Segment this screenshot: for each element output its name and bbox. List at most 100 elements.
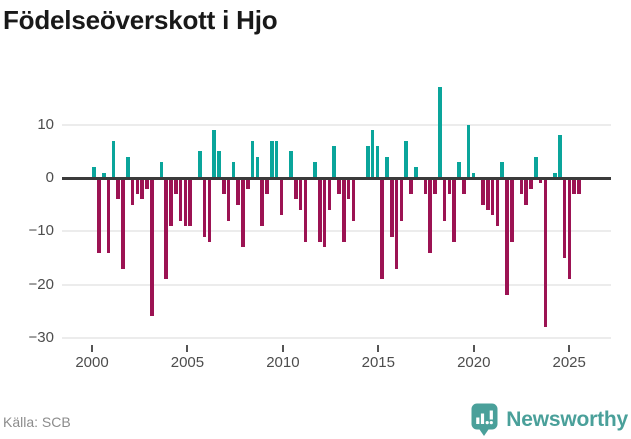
quarter-bar: [250, 140, 255, 178]
quarter-bar: [365, 146, 370, 178]
x-tick-label: 2015: [361, 354, 395, 371]
quarter-bar: [226, 178, 231, 221]
quarter-bar: [481, 178, 485, 205]
quarter-bar: [159, 162, 164, 178]
quarter-bar: [111, 140, 116, 178]
quarter-bar: [562, 178, 567, 258]
x-tick-label: 2025: [552, 354, 586, 371]
quarter-bar: [116, 178, 121, 200]
quarter-bar: [394, 178, 399, 269]
gridline: [62, 336, 611, 339]
quarter-bar: [279, 178, 284, 216]
quarter-bar: [207, 178, 212, 242]
quarter-bar: [572, 178, 577, 194]
quarter-bar: [485, 178, 490, 210]
x-tick-label: 2000: [75, 354, 109, 371]
quarter-bar: [241, 178, 245, 248]
quarter-bar: [337, 178, 341, 194]
quarter-bar: [317, 178, 322, 242]
quarter-bar: [245, 178, 250, 189]
quarter-bar: [428, 178, 433, 253]
gridline: [62, 230, 611, 233]
newsworthy-bubble-chart-icon: [471, 403, 498, 437]
quarter-bar: [461, 178, 466, 194]
quarter-bar: [178, 178, 183, 221]
x-tick-mark: [186, 345, 189, 352]
quarter-bar: [447, 178, 452, 194]
quarter-bar: [197, 151, 202, 178]
y-tick-label: 0: [45, 169, 54, 186]
quarter-bar: [92, 167, 97, 178]
quarter-bar: [341, 178, 346, 242]
quarter-bar: [471, 172, 476, 178]
quarter-bar: [404, 140, 409, 178]
quarter-bar: [255, 156, 260, 178]
quarter-bar: [293, 178, 298, 200]
quarter-bar: [442, 178, 447, 221]
quarter-bar: [380, 178, 385, 280]
x-tick-label: 2010: [266, 354, 300, 371]
newsworthy-wordmark: Newsworthy: [506, 408, 628, 431]
quarter-bar: [313, 162, 317, 178]
quarter-bar: [169, 178, 173, 226]
quarter-bar: [303, 178, 308, 242]
newsworthy-logo: Newsworthy: [471, 403, 628, 437]
y-tick-label: −30: [28, 328, 54, 346]
quarter-bar: [466, 124, 471, 178]
x-tick-mark: [472, 345, 475, 352]
quarter-bar: [519, 178, 524, 194]
quarter-bar: [409, 178, 413, 194]
x-tick-label: 2005: [170, 354, 205, 371]
quarter-bar: [452, 178, 457, 242]
quarter-bar: [265, 178, 269, 194]
quarter-bar: [505, 178, 509, 296]
quarter-bar: [217, 151, 221, 178]
quarter-bar: [173, 178, 178, 194]
quarter-bar: [399, 178, 404, 221]
quarter-bar: [351, 178, 356, 221]
quarter-bar: [236, 178, 241, 205]
quarter-bar: [183, 178, 188, 226]
quarter-bar: [298, 178, 303, 210]
quarter-bar: [457, 162, 461, 178]
quarter-bar: [97, 178, 101, 253]
x-tick-label: 2020: [457, 354, 491, 371]
quarter-bar: [125, 156, 130, 178]
quarter-bar: [106, 178, 111, 253]
quarter-bar: [274, 140, 279, 178]
quarter-bar: [130, 178, 135, 205]
quarter-bar: [529, 178, 533, 189]
quarter-bar: [221, 178, 226, 194]
quarter-bar: [332, 146, 337, 178]
zero-axis-line: [62, 176, 611, 180]
x-tick-mark: [568, 345, 571, 352]
x-tick-mark: [91, 345, 93, 352]
quarter-bar: [188, 178, 193, 226]
x-tick-mark: [377, 345, 380, 352]
gridline: [62, 123, 611, 126]
y-tick-label: 10: [37, 115, 54, 133]
quarter-bar: [500, 162, 505, 178]
quarter-bar: [543, 178, 548, 328]
quarter-bar: [490, 178, 495, 216]
y-tick-label: −20: [28, 275, 54, 293]
quarter-bar: [231, 162, 236, 178]
quarter-bar: [346, 178, 351, 200]
quarter-bar: [164, 178, 169, 280]
quarter-bar: [533, 156, 538, 178]
plot-area: 10 0 −10 −20 −30 2000 2005 2010 2015 2020 2025: [0, 75, 631, 385]
quarter-bar: [140, 178, 145, 200]
quarter-bar: [212, 130, 217, 178]
quarter-bar: [322, 178, 327, 248]
quarter-bar: [433, 178, 437, 194]
quarter-bar: [389, 178, 394, 237]
quarter-bar: [385, 156, 389, 178]
gridline: [62, 283, 611, 286]
quarter-bar: [260, 178, 265, 226]
quarter-bar: [121, 178, 125, 269]
quarter-bar: [375, 146, 380, 178]
quarter-bar: [437, 87, 442, 178]
quarter-bar: [145, 178, 149, 189]
quarter-bar: [557, 135, 562, 178]
